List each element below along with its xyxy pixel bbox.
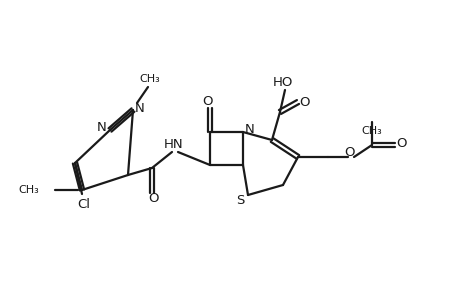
Text: CH₃: CH₃ [361,126,381,136]
Text: HO: HO [272,76,292,88]
Text: CH₃: CH₃ [140,74,160,84]
Text: N: N [135,101,145,115]
Text: O: O [299,95,309,109]
Text: S: S [235,194,244,206]
Text: N: N [245,122,254,136]
Text: N: N [97,121,106,134]
Text: CH₃: CH₃ [18,185,39,195]
Text: O: O [148,193,159,206]
Text: O: O [396,136,406,149]
Text: HN: HN [164,137,184,151]
Text: O: O [202,94,213,107]
Text: O: O [344,146,354,158]
Text: Cl: Cl [77,197,90,211]
